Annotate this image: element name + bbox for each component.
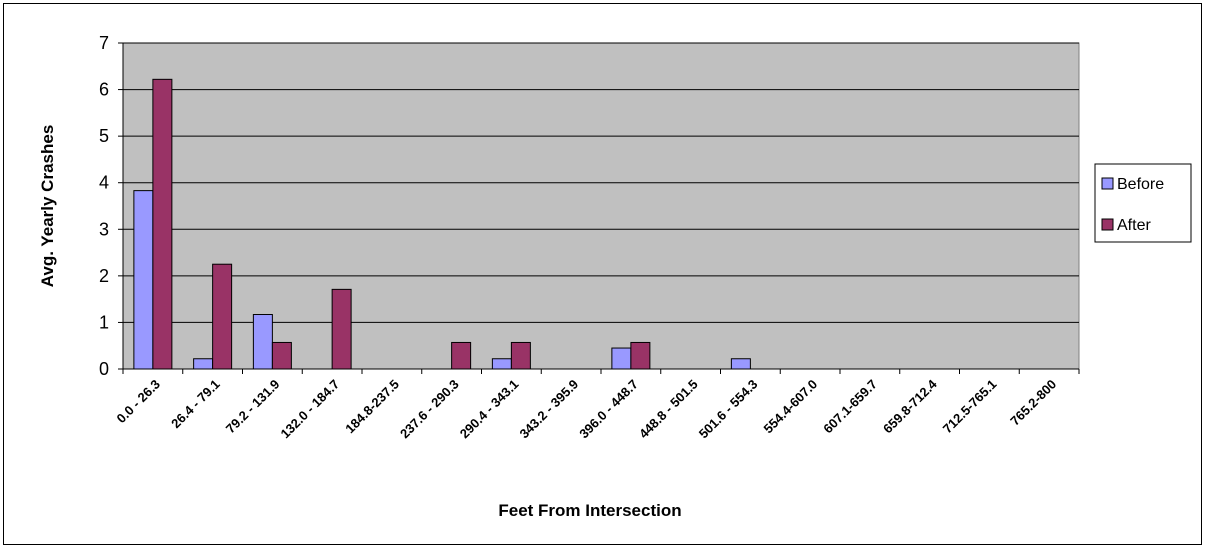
- x-tick-label: 607.1-659.7: [820, 377, 880, 437]
- x-tick-label: 659.8-712.4: [880, 376, 940, 436]
- x-tick-label: 396.0 - 448.7: [576, 377, 641, 442]
- y-tick-label: 1: [99, 312, 109, 332]
- bar-after: [631, 342, 650, 369]
- y-tick-label: 7: [99, 33, 109, 53]
- x-tick-label: 554.4-607.0: [761, 377, 821, 437]
- x-tick-label: 448.8 - 501.5: [636, 377, 701, 442]
- legend-label-before: Before: [1117, 176, 1164, 193]
- bar-before: [612, 348, 631, 369]
- bar-before: [492, 359, 511, 369]
- legend-label-after: After: [1117, 217, 1151, 234]
- x-tick-label: 237.6 - 290.3: [397, 377, 462, 442]
- y-tick-label: 2: [99, 266, 109, 286]
- bar-before: [253, 315, 272, 369]
- legend-swatch-before: [1102, 178, 1113, 189]
- y-axis: 0 1 2 3 4 5 6 7: [99, 33, 123, 379]
- y-tick-label: 0: [99, 359, 109, 379]
- legend-swatch-after: [1102, 219, 1113, 230]
- y-tick-label: 4: [99, 173, 109, 193]
- x-tick-label: 132.0 - 184.7: [277, 377, 342, 442]
- bar-after: [511, 342, 530, 369]
- x-tick-label: 184.8-237.5: [342, 377, 402, 437]
- x-tick-label: 26.4 - 79.1: [168, 377, 223, 432]
- x-tick-label: 501.6 - 554.3: [696, 377, 761, 442]
- bar-before: [194, 359, 213, 369]
- x-tick-label: 343.2 - 395.9: [516, 377, 581, 442]
- y-tick-label: 6: [99, 80, 109, 100]
- x-axis-title: Feet From Intersection: [498, 501, 681, 520]
- bar-after: [153, 79, 172, 369]
- x-tick-label: 712.5-765.1: [940, 377, 1000, 437]
- bar-before: [134, 191, 153, 369]
- bar-before: [731, 359, 750, 369]
- y-axis-title: Avg. Yearly Crashes: [38, 125, 57, 288]
- bar-after: [332, 289, 351, 369]
- y-tick-label: 3: [99, 219, 109, 239]
- x-tick-label: 0.0 - 26.3: [114, 377, 163, 426]
- x-tick-label: 79.2 - 131.9: [223, 377, 283, 437]
- y-tick-label: 5: [99, 126, 109, 146]
- x-tick-label: 290.4 - 343.1: [457, 377, 522, 442]
- bar-after: [452, 342, 471, 369]
- bar-after: [272, 342, 291, 369]
- x-tick-label: 765.2-800: [1007, 377, 1059, 429]
- legend: Before After: [1095, 164, 1191, 242]
- bar-after: [213, 264, 232, 369]
